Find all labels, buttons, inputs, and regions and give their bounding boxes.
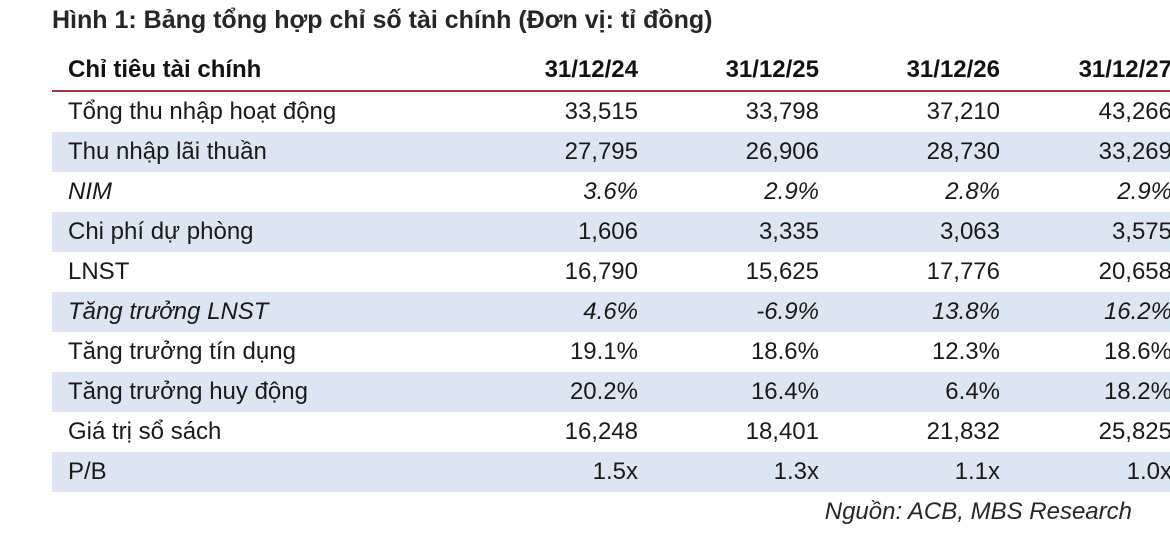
column-header-2024: 31/12/24 bbox=[472, 50, 656, 92]
cell-value: 18.6% bbox=[750, 338, 819, 365]
cell-value: 25,825 bbox=[1098, 418, 1170, 445]
table-row: Chi phí dự phòng 1,606 3,335 3,063 3,575 bbox=[52, 212, 1170, 252]
row-label: NIM bbox=[68, 178, 112, 205]
source-note: Nguồn: ACB, MBS Research bbox=[824, 498, 1132, 525]
column-header-2025: 31/12/25 bbox=[656, 50, 837, 92]
cell-value: 37,210 bbox=[926, 98, 1000, 125]
cell-value: 3,335 bbox=[656, 212, 837, 252]
table-row: Giá trị sổ sách 16,248 18,401 21,832 25,825 bbox=[52, 412, 1170, 452]
row-label: Tăng trưởng huy động bbox=[52, 372, 472, 412]
cell-value: 18.2% bbox=[1018, 372, 1170, 412]
row-label: Thu nhập lãi thuần bbox=[52, 132, 472, 172]
cell-value: 33,269 bbox=[1018, 132, 1170, 172]
table-row: Tăng trưởng tín dụng 19.1% 18.6% 12.3% 18.6% bbox=[52, 332, 1170, 372]
cell-value: 2.9% bbox=[764, 178, 819, 205]
column-header-indicator: Chỉ tiêu tài chính bbox=[52, 50, 472, 92]
table-row: Tăng trưởng LNST 4.6% -6.9% 13.8% 16.2% bbox=[52, 292, 1170, 332]
row-label: LNST bbox=[68, 258, 130, 285]
table-row: Tổng thu nhập hoạt động 33,515 33,798 37,21… bbox=[52, 91, 1170, 132]
cell-value: 16,790 bbox=[564, 258, 638, 285]
cell-value: 1,606 bbox=[472, 212, 656, 252]
cell-value: 16.2% bbox=[1018, 292, 1170, 332]
table-row: LNST 16,790 15,625 17,776 20,658 bbox=[52, 252, 1170, 292]
cell-value: 16,248 bbox=[564, 418, 638, 445]
cell-value: 17,776 bbox=[926, 258, 1000, 285]
table-body: Tổng thu nhập hoạt động 33,515 33,798 37,21… bbox=[52, 91, 1170, 492]
cell-value: 20,658 bbox=[1098, 258, 1170, 285]
table-header-row: Chỉ tiêu tài chính 31/12/24 31/12/25 31/… bbox=[52, 50, 1170, 92]
cell-value: 18.6% bbox=[1103, 338, 1170, 365]
cell-value: 19.1% bbox=[569, 338, 638, 365]
cell-value: 33,798 bbox=[745, 98, 819, 125]
cell-value: 3,575 bbox=[1018, 212, 1170, 252]
cell-value: 3,063 bbox=[837, 212, 1018, 252]
table-row: Tăng trưởng huy động 20.2% 16.4% 6.4% 18.2% bbox=[52, 372, 1170, 412]
row-label: Tổng thu nhập hoạt động bbox=[68, 98, 337, 125]
cell-value: 12.3% bbox=[931, 338, 1000, 365]
row-label: Chi phí dự phòng bbox=[52, 212, 472, 252]
cell-value: 1.0x bbox=[1018, 452, 1170, 492]
financial-summary-table: Chỉ tiêu tài chính 31/12/24 31/12/25 31/… bbox=[52, 50, 1170, 492]
row-label: Tăng trưởng LNST bbox=[52, 292, 472, 332]
cell-value: -6.9% bbox=[656, 292, 837, 332]
cell-value: 2.8% bbox=[945, 178, 1000, 205]
cell-value: 43,266 bbox=[1098, 98, 1170, 125]
cell-value: 1.5x bbox=[472, 452, 656, 492]
cell-value: 1.1x bbox=[837, 452, 1018, 492]
column-header-2027: 31/12/27 bbox=[1018, 50, 1170, 92]
table-row: NIM 3.6% 2.9% 2.8% 2.9% bbox=[52, 172, 1170, 212]
cell-value: 6.4% bbox=[837, 372, 1018, 412]
cell-value: 20.2% bbox=[472, 372, 656, 412]
column-header-2026: 31/12/26 bbox=[837, 50, 1018, 92]
cell-value: 21,832 bbox=[926, 418, 1000, 445]
cell-value: 28,730 bbox=[837, 132, 1018, 172]
cell-value: 15,625 bbox=[745, 258, 819, 285]
cell-value: 27,795 bbox=[472, 132, 656, 172]
cell-value: 3.6% bbox=[583, 178, 638, 205]
cell-value: 13.8% bbox=[837, 292, 1018, 332]
table-row: P/B 1.5x 1.3x 1.1x 1.0x bbox=[52, 452, 1170, 492]
row-label: Tăng trưởng tín dụng bbox=[68, 338, 296, 365]
figure-caption: Hình 1: Bảng tổng hợp chỉ số tài chính (… bbox=[52, 6, 713, 34]
table-row: Thu nhập lãi thuần 27,795 26,906 28,730 33,2… bbox=[52, 132, 1170, 172]
cell-value: 16.4% bbox=[656, 372, 837, 412]
cell-value: 4.6% bbox=[472, 292, 656, 332]
cell-value: 1.3x bbox=[656, 452, 837, 492]
cell-value: 18,401 bbox=[745, 418, 819, 445]
cell-value: 26,906 bbox=[656, 132, 837, 172]
cell-value: 2.9% bbox=[1117, 178, 1170, 205]
row-label: Giá trị sổ sách bbox=[68, 418, 222, 445]
row-label: P/B bbox=[52, 452, 472, 492]
cell-value: 33,515 bbox=[564, 98, 638, 125]
